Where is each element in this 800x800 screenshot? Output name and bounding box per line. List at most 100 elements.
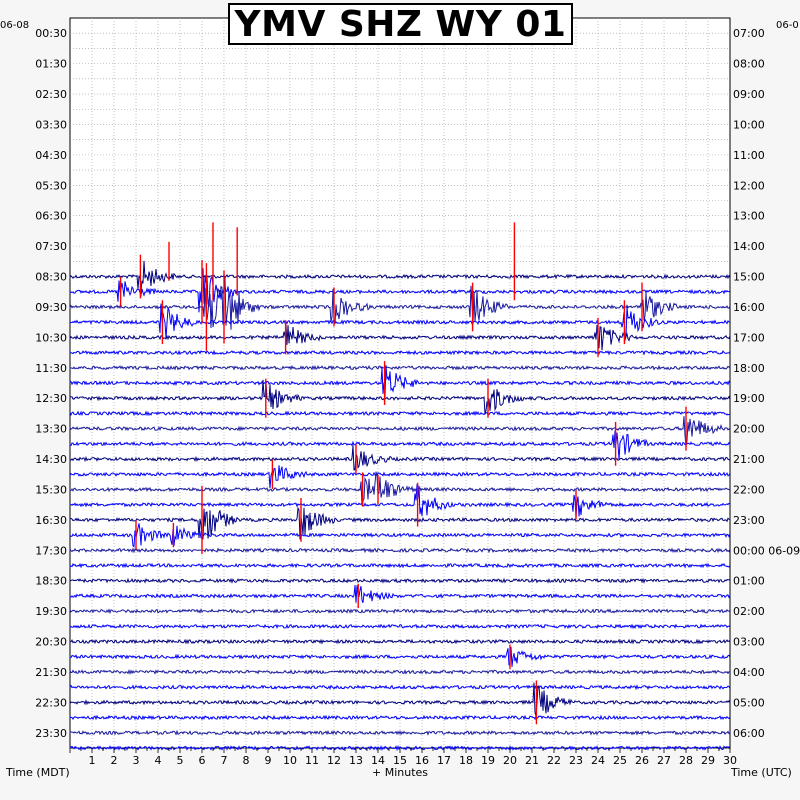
right-time-label: 23:00: [733, 514, 765, 527]
right-time-label: 03:00: [733, 636, 765, 649]
x-tick-label: 22: [547, 754, 561, 767]
x-tick-label: 12: [327, 754, 341, 767]
right-time-label: 04:00: [733, 666, 765, 679]
trace-line: [69, 623, 731, 630]
x-tick-label: 4: [155, 754, 162, 767]
trace-line: [69, 260, 731, 291]
left-time-label: 04:30: [35, 149, 67, 162]
trace-line: [69, 364, 731, 371]
trace-line: [69, 638, 731, 645]
x-tick-label: 18: [459, 754, 473, 767]
left-time-label: 12:30: [35, 392, 67, 405]
trace-line: [69, 349, 731, 356]
right-time-label: 00:00 06-09: [733, 544, 800, 557]
trace-line: [69, 268, 731, 313]
trace-line: [69, 729, 731, 736]
x-tick-label: 7: [221, 754, 228, 767]
trace-line: [69, 379, 731, 415]
trace-line: [69, 410, 731, 417]
right-time-label: 15:00: [733, 271, 765, 284]
right-time-label: 11:00: [733, 149, 765, 162]
chart-title: YMV SHZ WY 01: [234, 3, 567, 45]
left-time-label: 16:30: [35, 514, 67, 527]
left-time-label: 10:30: [35, 331, 67, 344]
traces: [69, 260, 731, 752]
trace-line: [69, 465, 731, 489]
left-time-label: 13:30: [35, 423, 67, 436]
x-tick-label: 17: [437, 754, 451, 767]
left-time-label: 19:30: [35, 605, 67, 618]
trace-line: [69, 277, 731, 330]
x-tick-label: 24: [591, 754, 605, 767]
trace-line: [69, 484, 731, 518]
right-time-label: 01:00: [733, 575, 765, 588]
right-time-label: 21:00: [733, 453, 765, 466]
right-time-label: 17:00: [733, 331, 765, 344]
x-tick-label: 23: [569, 754, 583, 767]
trace-line: [69, 303, 731, 339]
left-time-label: 20:30: [35, 636, 67, 649]
x-tick-label: 20: [503, 754, 517, 767]
left-time-label: 15:30: [35, 483, 67, 496]
title-box: YMV SHZ WY 01: [228, 3, 573, 45]
trace-line: [69, 714, 731, 721]
right-time-label: 13:00: [733, 210, 765, 223]
x-tick-label: 10: [283, 754, 297, 767]
trace-line: [69, 506, 731, 541]
right-time-label: 16:00: [733, 301, 765, 314]
trace-line: [69, 668, 731, 676]
left-axis-label: Time (MDT): [6, 766, 70, 779]
left-time-label: 23:30: [35, 727, 67, 740]
right-time-label: 19:00: [733, 392, 765, 405]
trace-line: [69, 577, 731, 584]
left-time-label: 21:30: [35, 666, 67, 679]
right-time-label: 22:00: [733, 483, 765, 496]
left-time-label: 00:30: [35, 27, 67, 40]
right-time-label: 12:00: [733, 179, 765, 192]
trace-line: [69, 585, 731, 603]
right-time-label: 18:00: [733, 362, 765, 375]
x-tick-label: 28: [679, 754, 693, 767]
right-time-label: 07:00: [733, 27, 765, 40]
x-tick-label: 14: [371, 754, 385, 767]
x-tick-label: 11: [305, 754, 319, 767]
x-tick-label: 5: [177, 754, 184, 767]
left-time-label: 07:30: [35, 240, 67, 253]
trace-line: [69, 471, 731, 506]
right-time-label: 09:00: [733, 88, 765, 101]
date-left: 06-08: [0, 20, 30, 31]
left-time-label: 14:30: [35, 453, 67, 466]
right-time-label: 20:00: [733, 423, 765, 436]
left-time-label: 06:30: [35, 210, 67, 223]
left-time-label: 03:30: [35, 118, 67, 131]
trace-line: [69, 365, 731, 398]
right-axis-label: Time (UTC): [731, 766, 792, 779]
left-time-label: 17:30: [35, 544, 67, 557]
right-time-label: 08:00: [733, 58, 765, 71]
right-time-label: 02:00: [733, 605, 765, 618]
left-time-label: 01:30: [35, 58, 67, 71]
left-time-label: 18:30: [35, 575, 67, 588]
trace-line: [69, 684, 731, 691]
left-time-label: 08:30: [35, 271, 67, 284]
x-tick-label: 27: [657, 754, 671, 767]
x-tick-label: 29: [701, 754, 715, 767]
left-time-labels: 00:30 01:30 02:30 03:30 04:30 05:30 06:30 07:30…: [35, 27, 67, 740]
trace-line: [69, 646, 731, 667]
trace-line: [69, 523, 731, 548]
x-tick-label: 2: [111, 754, 118, 767]
left-time-label: 05:30: [35, 179, 67, 192]
right-time-label: 10:00: [733, 118, 765, 131]
trace-line: [69, 562, 731, 569]
x-axis-label: + Minutes: [372, 766, 429, 779]
event-bursts: [119, 222, 687, 725]
right-time-label: 14:00: [733, 240, 765, 253]
trace-line: [69, 445, 731, 471]
x-tick-label: 8: [243, 754, 250, 767]
left-time-label: 02:30: [35, 88, 67, 101]
x-tick-label: 13: [349, 754, 363, 767]
right-time-labels: 07:00 08:00 09:00 10:00 11:00 12:00 13:00 14:00…: [733, 27, 800, 740]
x-tick-label: 21: [525, 754, 539, 767]
left-time-label: 09:30: [35, 301, 67, 314]
